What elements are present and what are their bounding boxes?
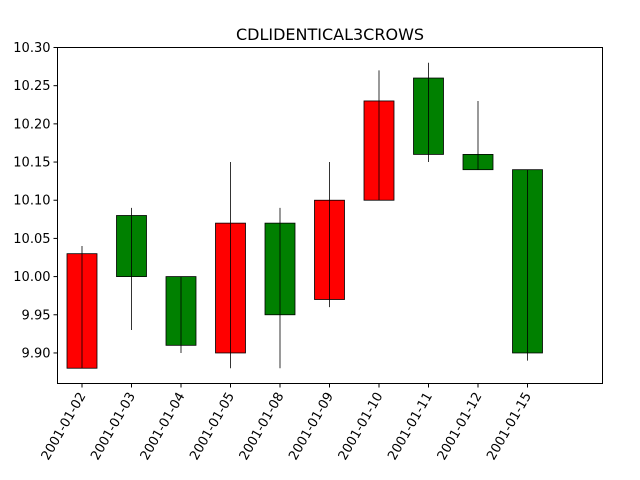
y-tick-label: 10.00: [13, 270, 50, 285]
y-tick-label: 10.05: [13, 232, 50, 247]
x-tick-label: 2001-01-12: [435, 390, 486, 463]
x-tick-label: 2001-01-10: [336, 390, 387, 463]
y-tick-label: 9.95: [22, 308, 51, 323]
y-tick-label: 9.90: [22, 346, 51, 361]
candles-group: [66, 62, 543, 369]
x-tick-label: 2001-01-03: [88, 390, 139, 463]
x-tick-label: 2001-01-11: [385, 390, 436, 463]
x-tick-label: 2001-01-09: [286, 390, 337, 463]
x-tick-label: 2001-01-15: [484, 390, 535, 463]
y-tick-label: 10.10: [13, 194, 50, 209]
x-axis: 2001-01-022001-01-032001-01-042001-01-05…: [39, 383, 535, 463]
y-tick-label: 10.25: [13, 79, 50, 94]
x-tick-label: 2001-01-02: [39, 390, 90, 463]
x-tick-label: 2001-01-08: [237, 390, 288, 463]
y-tick-label: 10.15: [13, 156, 50, 171]
y-axis: 9.90 9.95 10.00 10.05 10.10 10.15 10.20 10.25 10…: [13, 41, 58, 361]
y-tick-label: 10.20: [13, 117, 50, 132]
x-tick-label: 2001-01-04: [138, 390, 189, 463]
y-tick-label: 10.30: [13, 41, 50, 56]
x-tick-label: 2001-01-05: [187, 390, 238, 463]
plot-frame: [57, 47, 603, 384]
chart-title: CDLIDENTICAL3CROWS: [236, 25, 424, 44]
